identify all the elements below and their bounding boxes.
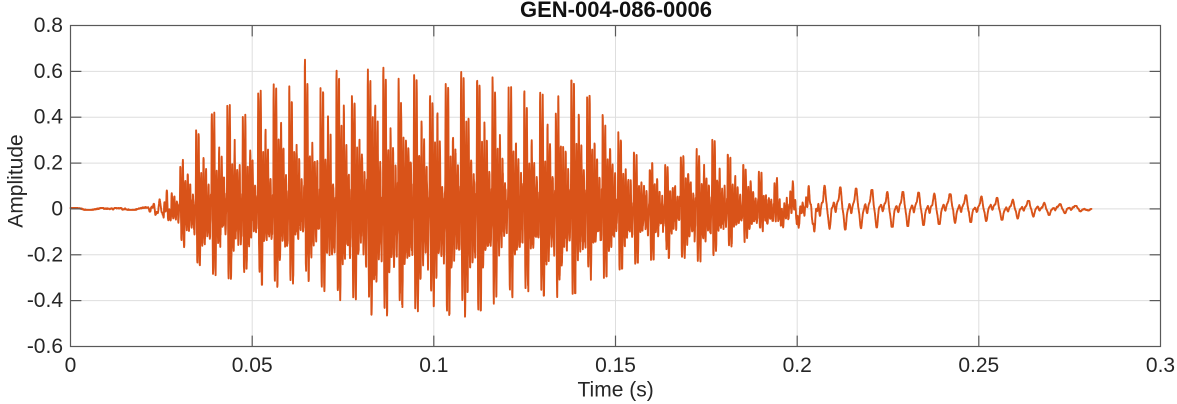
svg-text:0.4: 0.4: [34, 106, 64, 129]
svg-text:-0.6: -0.6: [27, 335, 63, 358]
svg-text:0.6: 0.6: [34, 60, 63, 83]
svg-text:0.2: 0.2: [783, 354, 812, 377]
svg-text:0: 0: [51, 197, 63, 220]
svg-text:0.25: 0.25: [958, 354, 999, 377]
svg-text:Time (s): Time (s): [577, 379, 653, 402]
svg-text:0.8: 0.8: [34, 14, 63, 37]
svg-text:0.1: 0.1: [419, 354, 448, 377]
svg-text:Amplitude: Amplitude: [5, 134, 28, 227]
svg-text:-0.4: -0.4: [27, 289, 64, 312]
svg-text:-0.2: -0.2: [27, 243, 63, 266]
svg-text:0.2: 0.2: [34, 152, 63, 175]
svg-text:0.15: 0.15: [595, 354, 636, 377]
svg-text:0.3: 0.3: [1146, 354, 1175, 377]
svg-text:0.05: 0.05: [232, 354, 273, 377]
svg-text:0: 0: [65, 354, 77, 377]
svg-text:GEN-004-086-0006: GEN-004-086-0006: [520, 0, 712, 22]
